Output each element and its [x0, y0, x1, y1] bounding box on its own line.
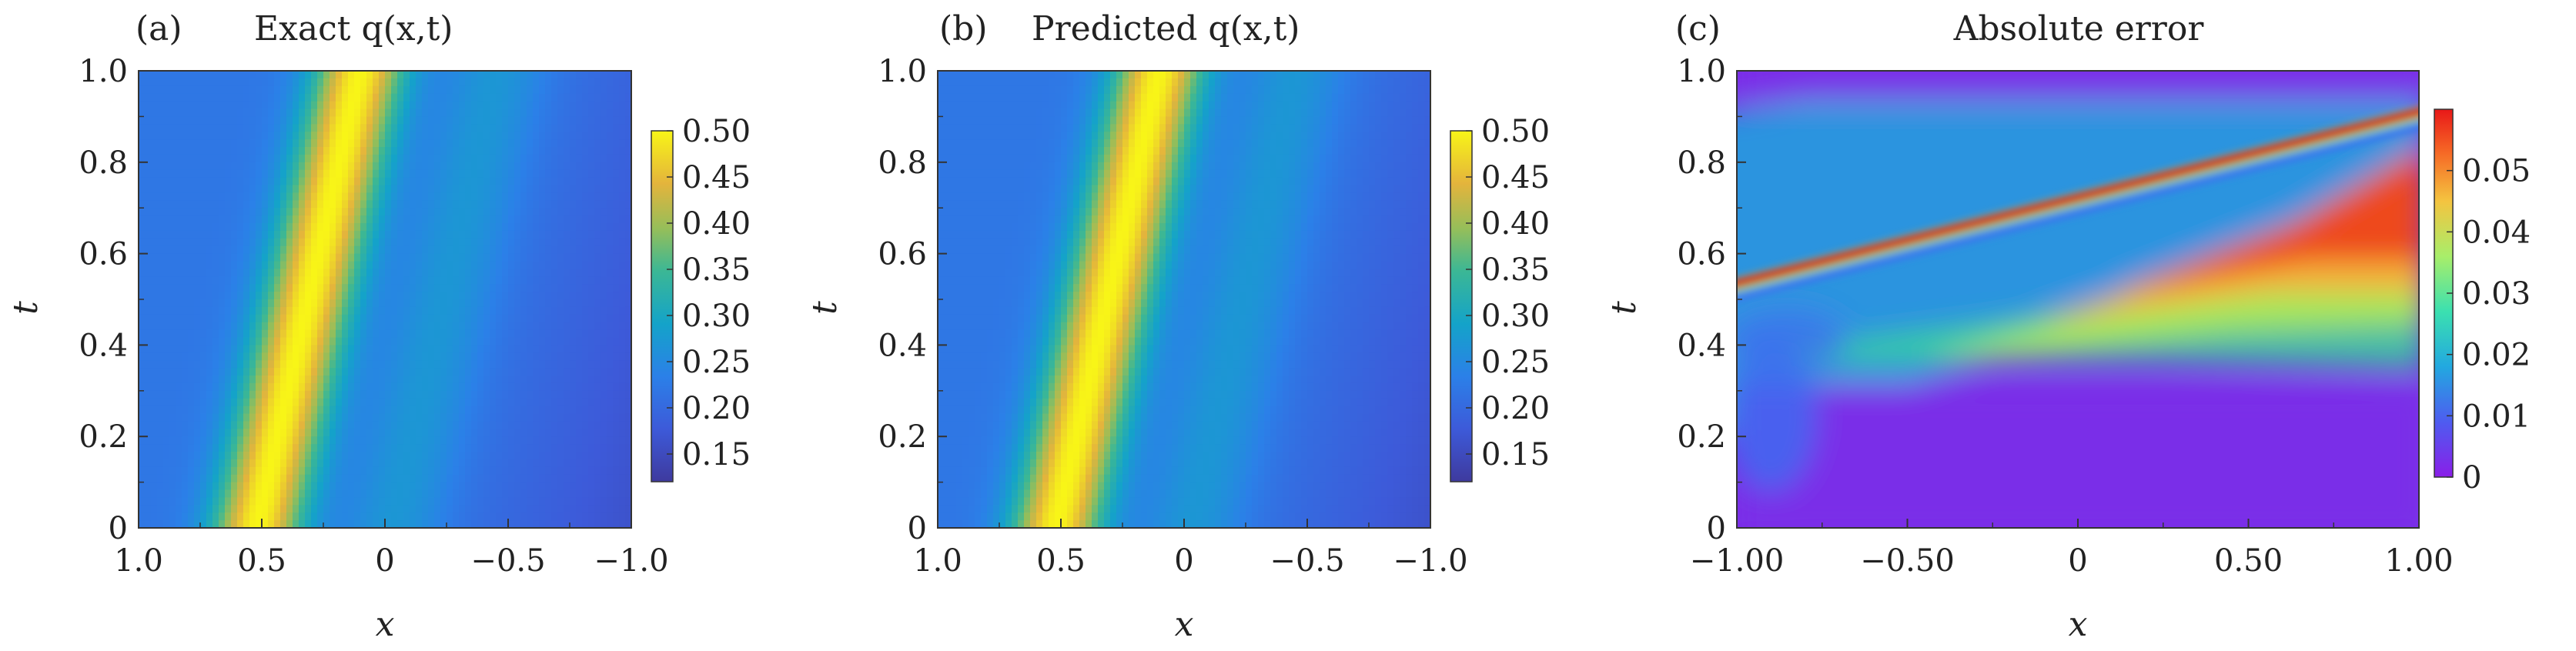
x-tick-label: 0 [375, 543, 394, 579]
y-axis-label-c: t [1604, 301, 1644, 315]
colorbar-tick-label: 0.25 [682, 345, 751, 380]
y-tick-label: 0.2 [1677, 419, 1726, 455]
y-axis-label-b: t [805, 301, 845, 315]
x-tick-label: 1.00 [2384, 543, 2453, 579]
x-axis-label-a: x [376, 605, 395, 644]
colorbar-tick-label: 0.50 [682, 114, 751, 149]
y-tick-label: 0.2 [878, 419, 927, 455]
panel-c-title: Absolute error [1953, 9, 2205, 48]
y-tick-label: 0.4 [79, 328, 128, 363]
panel-b: (b) Predicted q(x,t) 1.0 0.5 0 −0.5 −1.000.2… [805, 9, 1550, 644]
y-tick-label: 1.0 [878, 54, 927, 89]
x-tick-label: 1.0 [114, 543, 163, 579]
y-tick-label: 0.6 [79, 237, 128, 272]
y-tick-label: 0.8 [878, 145, 927, 181]
y-axis-label-a: t [6, 301, 45, 315]
y-tick-label: 0 [109, 511, 128, 546]
panel-a: (a) Exact q(x,t) 1.0 0.5 0 −0.5 −1.000.20.40… [6, 9, 751, 644]
x-tick-label: 0.5 [237, 543, 286, 579]
y-tick-label: 1.0 [79, 54, 128, 89]
panel-c: (c) Absolute error [1604, 9, 2531, 644]
panel-b-letter: (b) [939, 9, 988, 48]
colorbar-tick-label: 0.30 [1481, 299, 1550, 334]
colorbar-tick-label: 0.45 [1481, 160, 1550, 195]
x-axis-label-b: x [1175, 605, 1194, 644]
x-axis-label-c: x [2069, 605, 2088, 644]
colorbar-tick-label: 0.02 [2462, 338, 2531, 373]
y-tick-label: 0.4 [1677, 328, 1726, 363]
colorbar-ticks-c: 0 0.01 0.02 0.03 0.04 0.05 [2447, 154, 2531, 496]
colorbar-tick-label: 0.30 [682, 299, 751, 334]
colorbar-tick-label: 0.01 [2462, 399, 2531, 434]
colorbar-tick-label: 0.15 [1481, 437, 1550, 472]
colorbar-tick-label: 0.35 [682, 252, 751, 288]
y-tick-label: 0.4 [878, 328, 927, 363]
colorbar-ticks-b: 0.15 0.20 0.25 0.30 0.35 0.40 0.45 0.50 [1466, 114, 1550, 472]
colorbar-tick-label: 0 [2462, 460, 2481, 496]
colorbar-tick-label: 0.15 [682, 437, 751, 472]
colorbar-tick-label: 0.35 [1481, 252, 1550, 288]
heatmap-c [1737, 71, 2419, 528]
ticks-a: 1.0 0.5 0 −0.5 −1.0 0 0.2 0.4 0.6 0.8 1.0 [79, 54, 668, 579]
panel-a-title: Exact q(x,t) [254, 9, 453, 48]
x-tick-label: 1.0 [913, 543, 962, 579]
colorbar-tick-label: 0.20 [1481, 391, 1550, 426]
colorbar-tick-label: 0.04 [2462, 215, 2531, 250]
y-tick-label: 0.6 [878, 237, 927, 272]
y-tick-label: 0.8 [1677, 145, 1726, 181]
y-tick-label: 0.6 [1677, 237, 1726, 272]
colorbar-tick-label: 0.03 [2462, 276, 2531, 312]
x-tick-label: 0 [1174, 543, 1193, 579]
y-tick-label: 0 [1707, 511, 1726, 546]
heatmap-b [938, 71, 1430, 528]
y-tick-label: 0.8 [79, 145, 128, 181]
heatmap-a [139, 71, 631, 528]
colorbar-ticks-a: 0.15 0.20 0.25 0.30 0.35 0.40 0.45 0.50 [667, 114, 751, 472]
colorbar-a [651, 130, 674, 482]
y-tick-label: 1.0 [1677, 54, 1726, 89]
colorbar-tick-label: 0.40 [1481, 206, 1550, 242]
colorbar-tick-label: 0.45 [682, 160, 751, 195]
colorbar-tick-label: 0.40 [682, 206, 751, 242]
y-tick-label: 0.2 [79, 419, 128, 455]
colorbar-b [1450, 130, 1473, 482]
panel-a-letter: (a) [135, 9, 182, 48]
x-tick-label: −1.0 [594, 543, 668, 579]
x-tick-label: −1.0 [1393, 543, 1467, 579]
ticks-c: −1.00 −0.50 0 0.50 1.00 0 0.2 0.4 0.6 0.8 1.0 [1677, 54, 2453, 579]
panel-c-letter: (c) [1675, 9, 1721, 48]
y-tick-label: 0 [908, 511, 927, 546]
x-tick-label: −0.50 [1860, 543, 1955, 579]
colorbar-tick-label: 0.20 [682, 391, 751, 426]
x-tick-label: −0.5 [470, 543, 545, 579]
colorbar-tick-label: 0.50 [1481, 114, 1550, 149]
x-tick-label: −0.5 [1270, 543, 1344, 579]
colorbar-tick-label: 0.05 [2462, 154, 2531, 189]
panel-b-title: Predicted q(x,t) [1032, 9, 1300, 48]
x-tick-label: 0.50 [2214, 543, 2283, 579]
colorbar-tick-label: 0.25 [1481, 345, 1550, 380]
x-tick-label: 0 [2068, 543, 2087, 579]
x-tick-label: 0.5 [1036, 543, 1086, 579]
x-tick-label: −1.00 [1690, 543, 1785, 579]
ticks-b: 1.0 0.5 0 −0.5 −1.0 0 0.2 0.4 0.6 0.8 1.0 [878, 54, 1467, 579]
